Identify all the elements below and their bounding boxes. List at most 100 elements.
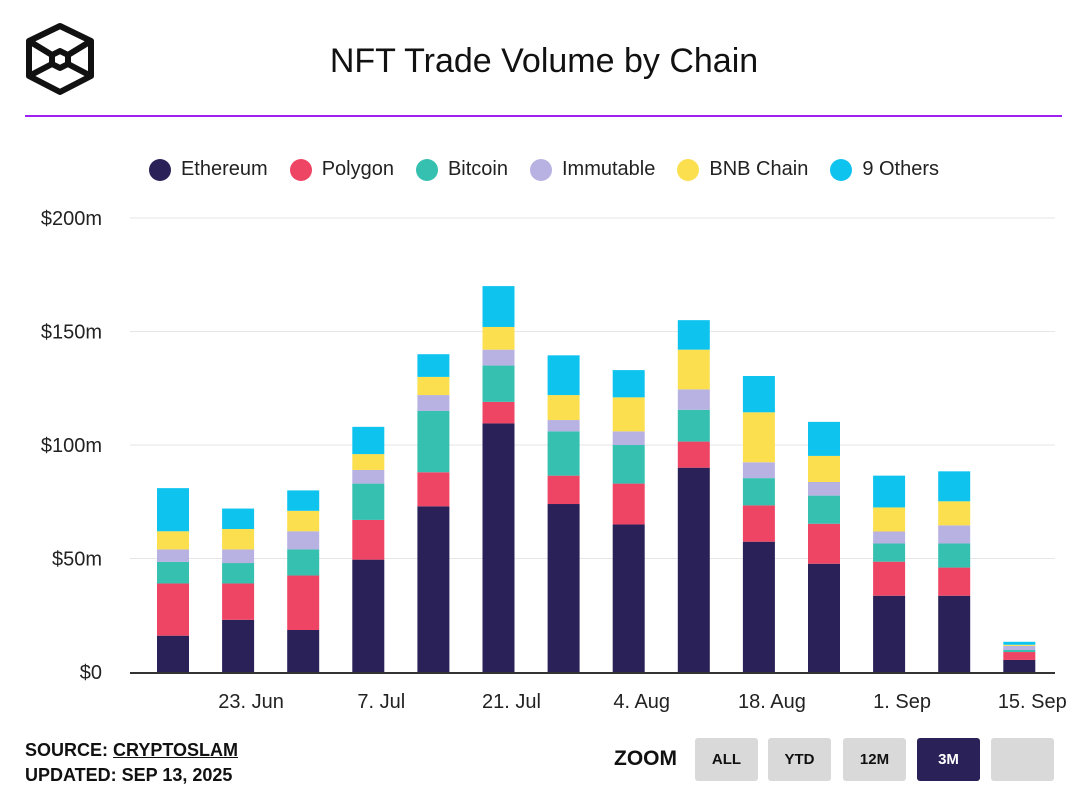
y-tick-label: $150m (41, 322, 102, 344)
x-tick-label: 1. Sep (873, 691, 931, 713)
bar-segment-ethereum (287, 630, 320, 672)
bar-segment-9-others (352, 426, 385, 455)
bar-segment-bitcoin (222, 563, 255, 584)
bar-segment-bnb-chain (287, 510, 320, 532)
bar-chart: $0 $50m $100m $150m $200m 23. Jun 7. Jul 21. Ju… (41, 208, 1067, 713)
bar-segment-9-others (482, 286, 515, 327)
bar-segment-9-others (808, 421, 840, 456)
legend-item[interactable]: Bitcoin (415, 158, 508, 181)
bar-segment-9-others (287, 490, 320, 511)
legend-swatch (415, 158, 438, 181)
bar-segment-bitcoin (677, 409, 710, 442)
legend-item[interactable]: BNB Chain (677, 158, 808, 181)
bar-segment-9-others (1003, 641, 1036, 645)
zoom-all-button[interactable]: ALL (695, 738, 758, 781)
bar-segment-polygon (547, 475, 580, 505)
bar-segment-ethereum (808, 563, 840, 672)
bar-segment-bnb-chain (417, 376, 450, 396)
bar-segment-bnb-chain (808, 455, 840, 483)
bar-segment-bitcoin (938, 543, 971, 568)
bar-segment-polygon (417, 472, 450, 507)
bar-segment-bitcoin (808, 495, 840, 524)
bar-segment-bitcoin (157, 561, 189, 584)
bar-segment-bnb-chain (938, 501, 971, 526)
zoom-ytd-button[interactable]: YTD (768, 738, 831, 781)
bar-segment-9-others (612, 370, 645, 398)
legend-swatch (677, 158, 700, 181)
x-tick-label: 7. Jul (357, 691, 405, 713)
legend-item[interactable]: Ethereum (148, 158, 268, 181)
bar-segment-ethereum (873, 595, 906, 672)
bar-segment-ethereum (352, 559, 385, 672)
bar-segment-bnb-chain (157, 531, 189, 550)
legend-swatch (830, 158, 853, 181)
bar-segment-immutable (417, 395, 450, 411)
bar-segment-ethereum (742, 541, 775, 672)
legend-swatch (289, 158, 312, 181)
legend-label: BNB Chain (709, 158, 809, 180)
bar-segment-polygon (1003, 652, 1036, 660)
y-tick-label: $0 (80, 662, 102, 684)
bar-segment-ethereum (482, 423, 515, 672)
legend-item[interactable]: Immutable (530, 158, 655, 181)
legend-label: Bitcoin (447, 158, 508, 180)
bar-segment-polygon (157, 583, 189, 636)
legend-swatch (530, 158, 552, 181)
bar-segment-polygon (287, 575, 320, 631)
legend-label: Ethereum (180, 158, 268, 180)
zoom-3m-button[interactable]: 3M (917, 738, 980, 781)
bar-segment-ethereum (612, 524, 645, 672)
x-tick-label: 15. Sep (998, 691, 1067, 713)
bar-segment-ethereum (417, 506, 450, 672)
legend-swatch (148, 158, 171, 181)
bar-segment-polygon (873, 561, 906, 596)
bar-segment-ethereum (222, 619, 255, 672)
bar-segment-polygon (222, 583, 255, 620)
bar-segment-bnb-chain (677, 349, 710, 390)
zoom-label: ZOOM (614, 747, 677, 770)
bar-segment-bitcoin (482, 365, 515, 402)
bar-segment-ethereum (677, 467, 710, 672)
bar-segment-bnb-chain (873, 507, 906, 532)
bar-segment-polygon (808, 523, 840, 564)
bar-segment-bnb-chain (612, 397, 645, 432)
bar-segment-bitcoin (742, 478, 775, 506)
bar-segment-ethereum (547, 504, 580, 672)
legend: Ethereum Polygon Bitcoin Immutable BNB Chain… (0, 158, 1088, 181)
bar-segment-immutable (938, 525, 971, 544)
zoom-12m-button[interactable]: 12M (843, 738, 906, 781)
legend-label: 9 Others (862, 158, 940, 180)
x-tick-label: 21. Jul (482, 691, 541, 713)
y-tick-label: $50m (52, 549, 102, 571)
bar-segment-bnb-chain (222, 528, 255, 550)
bar-segment-bnb-chain (352, 454, 385, 470)
bar-segment-polygon (938, 567, 971, 596)
bar-segment-bitcoin (612, 445, 645, 484)
updated-date: UPDATED: SEP 13, 2025 (25, 765, 233, 785)
bar-segment-immutable (287, 531, 320, 550)
zoom-extra-button[interactable] (991, 738, 1054, 781)
y-tick-label: $100m (41, 435, 102, 457)
y-tick-label: $200m (41, 208, 102, 230)
source-label: SOURCE: (25, 740, 109, 760)
legend-item[interactable]: Polygon (289, 158, 394, 181)
legend-item[interactable]: 9 Others (830, 158, 939, 181)
title-divider (25, 115, 1062, 117)
source-link[interactable]: CRYPTOSLAM (113, 740, 239, 760)
bar-segment-polygon (482, 401, 515, 424)
legend-label: Polygon (321, 158, 394, 180)
bar-segment-polygon (352, 519, 385, 560)
bar-segment-polygon (612, 483, 645, 525)
bar-segment-immutable (742, 462, 775, 479)
bar-segment-bitcoin (547, 431, 580, 476)
bar-segment-bitcoin (417, 410, 450, 473)
bar-segment-immutable (612, 431, 645, 445)
footer-info: SOURCE: CRYPTOSLAM UPDATED: SEP 13, 2025 (25, 738, 238, 788)
bar-segment-immutable (352, 469, 385, 484)
bar-segment-ethereum (157, 635, 189, 672)
bar-segment-bnb-chain (1003, 644, 1036, 646)
bar-segment-9-others (417, 354, 450, 377)
bar-segment-immutable (677, 389, 710, 410)
bar-segment-immutable (222, 549, 255, 564)
